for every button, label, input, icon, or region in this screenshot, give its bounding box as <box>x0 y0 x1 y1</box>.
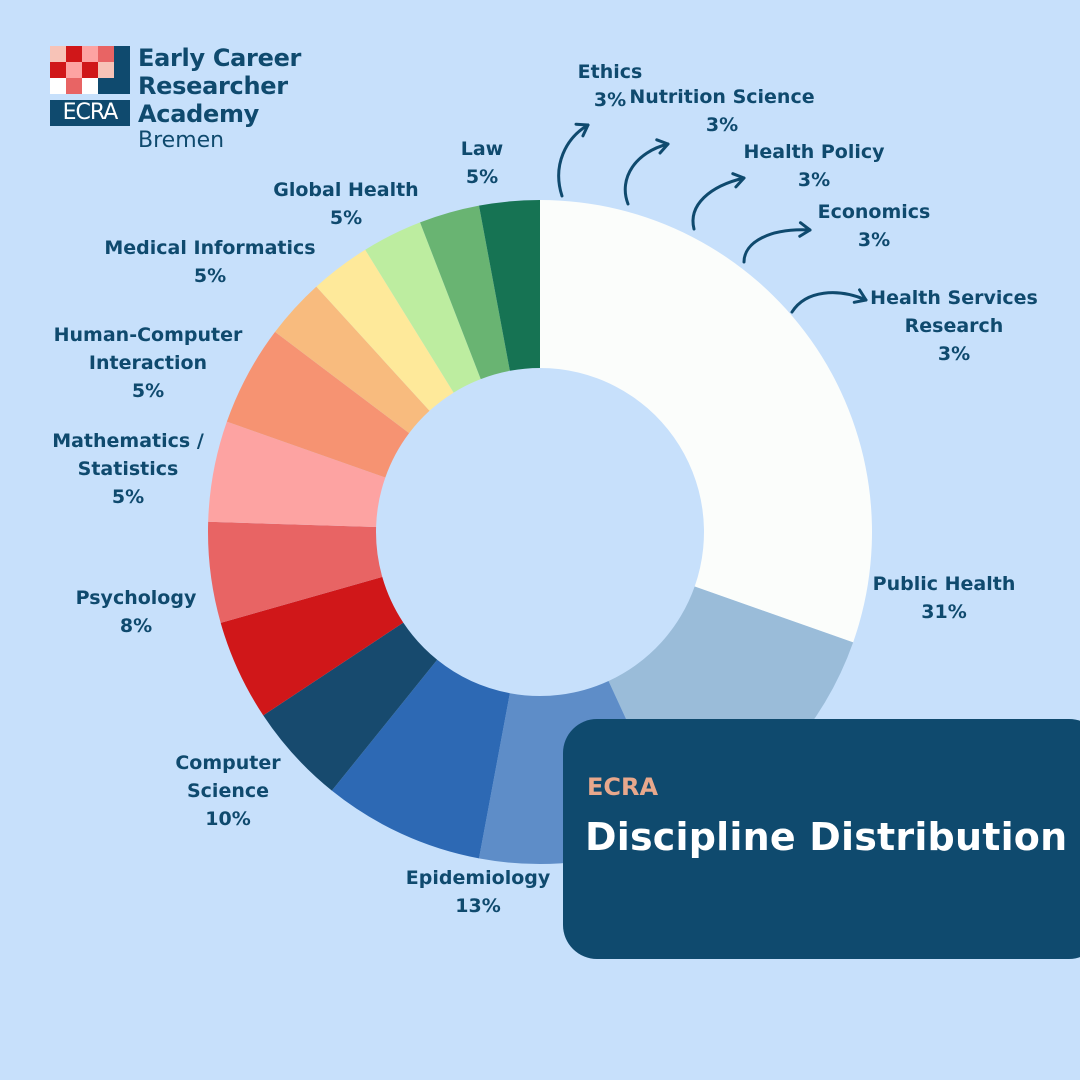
label-name-health-services-research: Health Services Research <box>870 287 1038 337</box>
slice-global-health <box>208 421 386 527</box>
label-psychology: Psychology 8% <box>76 587 197 637</box>
arrow-economics <box>742 228 812 264</box>
label-value-medical-informatics: 5% <box>194 265 226 287</box>
title-kicker: ECRA <box>587 773 659 801</box>
label-value-health-services-research: 3% <box>938 343 970 365</box>
arrow-head-health-services-research <box>852 288 868 304</box>
label-computer-science: Computer Science 10% <box>175 752 281 830</box>
label-value-health-policy: 3% <box>798 169 830 191</box>
label-value-computer-science: 10% <box>205 808 250 830</box>
logo-mark-text: ECRA <box>50 100 130 126</box>
slice-medical-informatics <box>207 521 383 623</box>
label-medical-informatics: Medical Informatics 5% <box>104 237 315 287</box>
slice-mathematics-statistics <box>263 622 438 791</box>
title-card: ECRA Discipline Distribution <box>563 719 1080 959</box>
arrow-head-nutrition-science <box>655 138 670 155</box>
label-value-human-computer-interaction: 5% <box>132 380 164 402</box>
arrow-head-economics <box>798 221 812 238</box>
slice-human-computer-interaction <box>220 576 404 716</box>
arrow-health-policy <box>691 176 746 231</box>
label-name-psychology: Psychology <box>76 587 197 609</box>
slice-ethics <box>275 286 430 434</box>
arrow-ethics <box>557 123 590 198</box>
label-value-economics: 3% <box>858 229 890 251</box>
label-law: Law 5% <box>461 138 503 188</box>
label-economics: Economics 3% <box>818 201 931 251</box>
label-mathematics-statistics: Mathematics / Statistics 5% <box>52 430 204 508</box>
page-title: Discipline Distribution <box>585 815 1068 859</box>
slice-public-health <box>540 200 872 643</box>
arrow-head-health-policy <box>731 172 746 189</box>
slice-nutrition-science <box>316 249 454 411</box>
label-value-epidemiology: 13% <box>455 895 500 917</box>
label-health-policy: Health Policy 3% <box>744 141 886 191</box>
label-name-nutrition-science: Nutrition Science <box>629 86 814 108</box>
arrow-health-services-research <box>790 291 868 314</box>
label-global-health: Global Health 5% <box>273 179 418 229</box>
label-value-mathematics-statistics: 5% <box>112 486 144 508</box>
label-name-health-policy: Health Policy <box>744 141 886 163</box>
arrow-head-ethics <box>574 122 590 138</box>
logo-line-2: Researcher Academy <box>138 72 288 128</box>
label-name-computer-science: Computer Science <box>175 752 281 802</box>
label-name-law: Law <box>461 138 503 160</box>
slice-psychology <box>331 659 510 859</box>
label-value-public-health: 31% <box>921 601 966 623</box>
label-epidemiology: Epidemiology 13% <box>406 867 551 917</box>
label-name-medical-informatics: Medical Informatics <box>104 237 315 259</box>
slice-law <box>226 331 410 478</box>
label-name-mathematics-statistics: Mathematics / Statistics <box>52 430 204 480</box>
ecra-logo: ECRA Early Career Researcher Academy Bre… <box>50 44 410 153</box>
label-value-ethics: 3% <box>594 89 626 111</box>
label-name-human-computer-interaction: Human-Computer Interaction <box>54 324 243 374</box>
logo-wordmark: Early Career Researcher Academy Bremen <box>138 44 410 154</box>
ecra-logo-mark: ECRA <box>50 46 130 126</box>
label-name-public-health: Public Health <box>873 573 1016 595</box>
label-name-economics: Economics <box>818 201 931 223</box>
label-health-services-research: Health Services Research 3% <box>870 287 1038 365</box>
slice-health-policy <box>365 222 481 393</box>
label-value-nutrition-science: 3% <box>706 114 738 136</box>
label-name-ethics: Ethics <box>578 61 643 83</box>
logo-line-3: Bremen <box>138 128 225 153</box>
slice-economics <box>420 205 510 380</box>
label-ethics: Ethics 3% <box>578 61 643 111</box>
label-nutrition-science: Nutrition Science 3% <box>629 86 814 136</box>
label-value-psychology: 8% <box>120 615 152 637</box>
label-value-global-health: 5% <box>330 207 362 229</box>
logo-line-1: Early Career <box>138 44 302 72</box>
label-name-global-health: Global Health <box>273 179 418 201</box>
arrow-nutrition-science <box>623 142 670 206</box>
label-value-law: 5% <box>466 166 498 188</box>
label-human-computer-interaction: Human-Computer Interaction 5% <box>54 324 243 402</box>
slice-health-services-research <box>478 200 540 371</box>
label-public-health: Public Health 31% <box>873 573 1016 623</box>
label-name-epidemiology: Epidemiology <box>406 867 551 889</box>
